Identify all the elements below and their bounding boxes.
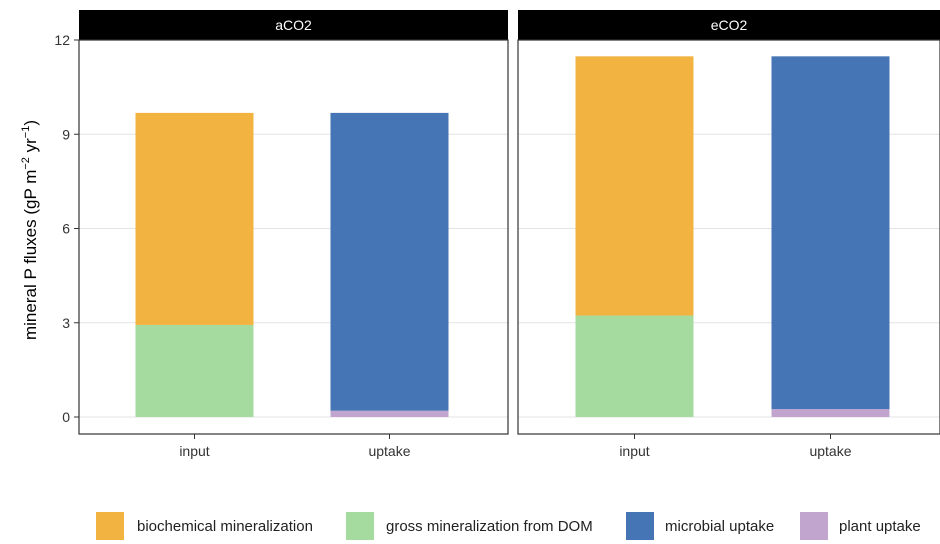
- facet-strip-label: eCO2: [711, 17, 748, 33]
- legend-item: gross mineralization from DOM: [346, 512, 593, 540]
- bar-segment-biochemical-mineralization: [575, 56, 694, 316]
- legend: biochemical mineralization gross minerali…: [96, 512, 921, 540]
- bar-segment-microbial-uptake: [330, 112, 449, 411]
- panel-border: [517, 39, 940, 435]
- x-tick-label: uptake: [368, 443, 410, 459]
- y-tick-label: 3: [62, 315, 70, 331]
- y-tick-label: 0: [62, 409, 70, 425]
- x-tick-label: input: [179, 443, 209, 459]
- legend-key: [626, 512, 654, 540]
- bar-stack-input: [575, 56, 694, 417]
- y-tick-label: 6: [62, 221, 70, 237]
- legend-item: plant uptake: [800, 512, 921, 540]
- bar-stack-uptake: [330, 112, 449, 417]
- bar-segment-microbial-uptake: [771, 56, 890, 410]
- legend-label: microbial uptake: [665, 518, 774, 535]
- legend-label: plant uptake: [839, 518, 921, 535]
- y-axis: 0 3 6 9 12: [54, 32, 79, 425]
- legend-label: biochemical mineralization: [137, 518, 313, 535]
- legend-key: [96, 512, 124, 540]
- y-tick-label: 12: [54, 32, 70, 48]
- legend-key: [800, 512, 828, 540]
- y-axis-title: mineral P fluxes (gP m−2 yr−1): [20, 120, 40, 340]
- facet-strip-label: aCO2: [275, 17, 312, 33]
- x-tick-label: uptake: [809, 443, 851, 459]
- legend-key: [346, 512, 374, 540]
- x-tick-label: input: [619, 443, 649, 459]
- bar-segment-plant-uptake: [771, 409, 890, 417]
- legend-item: microbial uptake: [626, 512, 774, 540]
- facet-panels: aCO2 input uptake eCO2 input uptake: [78, 10, 940, 459]
- bar-stack-uptake: [771, 56, 890, 417]
- panel-border: [78, 39, 509, 435]
- bar-segment-biochemical-mineralization: [135, 112, 254, 325]
- facet-aCO2: aCO2 input uptake: [78, 10, 509, 459]
- facet-strip: [79, 10, 508, 40]
- facet-strip: [518, 10, 940, 40]
- bar-stack-input: [135, 112, 254, 417]
- bar-segment-gross-mineralization-from-DOM: [575, 315, 694, 417]
- facet-eCO2: eCO2 input uptake: [517, 10, 940, 459]
- bar-segment-plant-uptake: [330, 410, 449, 417]
- y-tick-label: 9: [62, 126, 70, 142]
- legend-item: biochemical mineralization: [96, 512, 313, 540]
- legend-label: gross mineralization from DOM: [386, 518, 593, 535]
- bar-segment-gross-mineralization-from-DOM: [135, 324, 254, 417]
